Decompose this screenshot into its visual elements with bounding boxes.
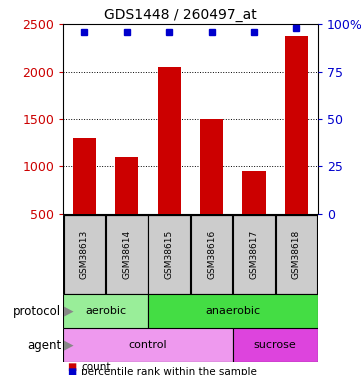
Text: GSM38614: GSM38614 [122, 230, 131, 279]
Text: agent: agent [27, 339, 61, 351]
Bar [148, 214, 190, 294]
Text: percentile rank within the sample: percentile rank within the sample [81, 368, 257, 375]
Text: ▶: ▶ [64, 339, 74, 351]
Bar [200, 119, 223, 214]
Bar [63, 328, 233, 362]
Bar [115, 157, 139, 214]
Bar [63, 294, 148, 328]
Text: aerobic: aerobic [85, 306, 126, 316]
Text: GSM38613: GSM38613 [80, 230, 89, 279]
Text: sucrose: sucrose [254, 340, 297, 350]
Text: GDS1448 / 260497_at: GDS1448 / 260497_at [104, 8, 257, 22]
Text: GSM38616: GSM38616 [207, 230, 216, 279]
Text: GSM38618: GSM38618 [292, 230, 301, 279]
Bar [191, 214, 232, 294]
Text: GSM38617: GSM38617 [249, 230, 258, 279]
Text: control: control [129, 340, 167, 350]
Bar [242, 171, 266, 214]
Bar [233, 328, 318, 362]
Text: ■: ■ [67, 368, 76, 375]
Bar [106, 214, 148, 294]
Bar [64, 214, 105, 294]
Bar [233, 214, 275, 294]
Bar [157, 67, 181, 214]
Text: anaerobic: anaerobic [205, 306, 260, 316]
Text: ■: ■ [67, 362, 76, 372]
Bar [285, 36, 308, 214]
Text: GSM38615: GSM38615 [165, 230, 174, 279]
Bar [148, 294, 318, 328]
Text: ▶: ▶ [64, 305, 74, 318]
Text: protocol: protocol [13, 305, 61, 318]
Bar [276, 214, 317, 294]
Text: count: count [81, 362, 111, 372]
Bar [73, 138, 96, 214]
